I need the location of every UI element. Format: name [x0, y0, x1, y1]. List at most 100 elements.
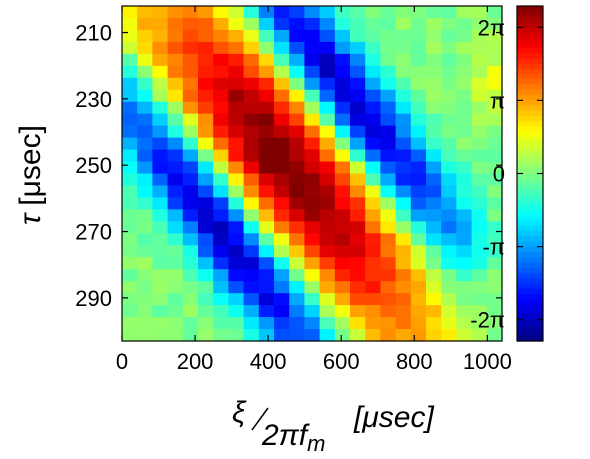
heatmap-cell — [152, 89, 169, 103]
heatmap-cell — [471, 185, 488, 199]
heatmap-cell — [350, 293, 366, 306]
heatmap-cell — [365, 185, 381, 199]
heatmap-cell — [274, 53, 290, 67]
heatmap-cell — [350, 137, 366, 151]
heatmap-cell — [395, 233, 412, 246]
heatmap-cell — [410, 6, 427, 19]
heatmap-cell — [228, 269, 245, 282]
heatmap-cell — [137, 281, 153, 294]
colorbar-segment — [517, 152, 543, 159]
x-tick-label: 1000 — [463, 349, 512, 374]
heatmap-cell — [471, 329, 488, 342]
heatmap-cell — [441, 6, 457, 19]
colorbar-segment — [517, 142, 543, 148]
heatmap-cell — [426, 6, 442, 19]
colorbar-segment — [517, 204, 543, 211]
heatmap-cell — [350, 305, 366, 318]
heatmap-cell — [410, 29, 427, 43]
heatmap-cell — [228, 161, 245, 175]
heatmap-cell — [122, 257, 138, 270]
heatmap-cell — [228, 53, 245, 67]
heatmap-cell — [456, 245, 473, 258]
heatmap-cell — [137, 209, 153, 222]
heatmap-cell — [122, 6, 138, 19]
heatmap-cell — [441, 65, 457, 79]
heatmap-cell — [471, 77, 488, 91]
heatmap-cell — [456, 209, 473, 222]
colorbar-tick-label: 0 — [493, 162, 505, 187]
heatmap-cell — [410, 245, 427, 258]
colorbar-segment — [517, 241, 543, 248]
heatmap-cell — [228, 281, 245, 294]
heatmap-cell — [213, 161, 229, 175]
heatmap-cell — [258, 257, 275, 270]
heatmap-cell — [319, 41, 336, 55]
heatmap-cell — [274, 221, 290, 234]
heatmap-cell — [319, 53, 336, 67]
heatmap-cell — [213, 173, 229, 187]
heatmap-cell — [410, 269, 427, 282]
heatmap-cell — [395, 29, 412, 43]
heatmap-cell — [471, 305, 488, 318]
heatmap-cell — [380, 65, 397, 79]
heatmap-cell — [471, 137, 488, 151]
heatmap-cell — [137, 197, 153, 210]
colorbar-segment — [517, 210, 543, 216]
heatmap-cell — [274, 257, 290, 270]
heatmap-cell — [365, 89, 381, 103]
heatmap-cell — [304, 41, 321, 55]
heatmap-cell — [365, 53, 381, 67]
heatmap-cell — [319, 6, 336, 19]
heatmap-cell — [258, 89, 275, 103]
heatmap-cell — [213, 233, 229, 246]
heatmap-cell — [486, 113, 503, 127]
heatmap-cell — [289, 17, 305, 31]
heatmap-cell — [456, 281, 473, 294]
heatmap-cell — [243, 317, 260, 330]
heatmap-cell — [486, 305, 503, 318]
heatmap-cell — [213, 89, 229, 103]
heatmap-cell — [471, 269, 488, 282]
heatmap-cell — [319, 305, 336, 318]
heatmap-cell — [228, 113, 245, 127]
y-axis-ticks: 210 230 250 270 290 — [75, 21, 502, 311]
colorbar-segment — [517, 79, 543, 86]
heatmap-cell — [426, 269, 442, 282]
heatmap-cell — [243, 161, 260, 175]
heatmap-cell — [471, 161, 488, 175]
colorbar-segment — [517, 74, 543, 80]
heatmap-cell — [486, 6, 503, 19]
heatmap-cell — [395, 281, 412, 294]
heatmap-cell — [152, 53, 169, 67]
heatmap-cell — [167, 317, 184, 330]
heatmap-cell — [380, 77, 397, 91]
heatmap-cell — [426, 77, 442, 91]
heatmap-cell — [486, 317, 503, 330]
heatmap-cell — [395, 89, 412, 103]
heatmap-cell — [152, 245, 169, 258]
heatmap-cell — [410, 113, 427, 127]
heatmap-cell — [441, 29, 457, 43]
colorbar-segment — [517, 220, 543, 227]
heatmap-cell — [228, 233, 245, 246]
heatmap-cell — [350, 185, 366, 199]
heatmap-cell — [410, 185, 427, 199]
colorbar-segment — [517, 58, 543, 65]
heatmap-cell — [350, 245, 366, 258]
heatmap-cell — [395, 185, 412, 199]
heatmap-cell — [350, 6, 366, 19]
heatmap-cell — [456, 17, 473, 31]
colorbar-segment — [517, 278, 543, 285]
heatmap-cell — [167, 209, 184, 222]
heatmap-cell — [486, 245, 503, 258]
heatmap-cell — [334, 53, 351, 67]
heatmap-cell — [486, 209, 503, 222]
heatmap-cell — [213, 137, 229, 151]
heatmap-cell — [258, 233, 275, 246]
heatmap-cell — [304, 317, 321, 330]
heatmap-cell — [152, 65, 169, 79]
heatmap-cell — [441, 281, 457, 294]
heatmap-cell — [228, 293, 245, 306]
heatmap-cell — [122, 137, 138, 151]
heatmap-cell — [152, 197, 169, 210]
